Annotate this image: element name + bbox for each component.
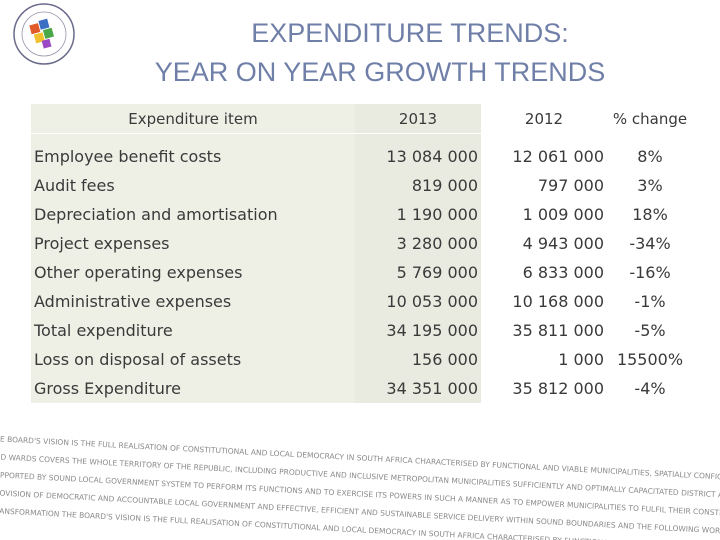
cell-2012: 797 000 — [537, 176, 604, 195]
header-percent-change: % change — [612, 109, 688, 128]
cell-change: -5% — [634, 321, 666, 340]
cell-2013: 10 053 000 — [355, 287, 481, 316]
table-row: Administrative expenses 10 053 000 10 16… — [31, 287, 693, 316]
cell-change: -4% — [634, 379, 666, 398]
cell-item: Project expenses — [31, 229, 355, 258]
cell-change: -34% — [629, 234, 671, 253]
expenditure-table: Expenditure item 2013 2012 % change Empl… — [31, 104, 693, 403]
cell-change: -16% — [629, 263, 671, 282]
title-line-2: YEAR ON YEAR GROWTH TRENDS — [154, 57, 606, 87]
cell-2013: 819 000 — [355, 171, 481, 200]
header-2013: 2013 — [355, 104, 481, 134]
cell-2012: 4 943 000 — [522, 234, 604, 253]
cell-2012: 1 000 — [558, 350, 604, 369]
cell-2013: 13 084 000 — [355, 142, 481, 171]
cell-2013: 1 190 000 — [355, 200, 481, 229]
table-row: Other operating expenses 5 769 000 6 833… — [31, 258, 693, 287]
cell-2013: 34 351 000 — [355, 374, 481, 403]
cell-item: Other operating expenses — [31, 258, 355, 287]
cell-2013: 34 195 000 — [355, 316, 481, 345]
cell-change: 3% — [637, 176, 663, 195]
table-row: Project expenses 3 280 000 4 943 000 -34… — [31, 229, 693, 258]
header-expenditure-item: Expenditure item — [31, 104, 355, 134]
table-row: Audit fees 819 000 797 000 3% — [31, 171, 693, 200]
cell-2012: 12 061 000 — [512, 147, 604, 166]
header-2012: 2012 — [524, 109, 564, 128]
cell-item: Administrative expenses — [31, 287, 355, 316]
cell-item: Employee benefit costs — [31, 142, 355, 171]
table-header-row: Expenditure item 2013 2012 % change — [31, 104, 693, 134]
demarcation-board-logo — [13, 3, 75, 65]
cell-change: 18% — [632, 205, 668, 224]
table-row: Employee benefit costs 13 084 000 12 061… — [31, 142, 693, 171]
cell-item: Total expenditure — [31, 316, 355, 345]
cell-item: Audit fees — [31, 171, 355, 200]
cell-2013: 3 280 000 — [355, 229, 481, 258]
cell-item: Gross Expenditure — [31, 374, 355, 403]
table-row: Loss on disposal of assets 156 000 1 000… — [31, 345, 693, 374]
cell-change: 8% — [637, 147, 663, 166]
table-row: Total expenditure 34 195 000 35 811 000 … — [31, 316, 693, 345]
cell-2012: 10 168 000 — [512, 292, 604, 311]
table-row: Gross Expenditure 34 351 000 35 812 000 … — [31, 374, 693, 403]
vision-statement-banner: THE BOARD'S VISION IS THE FULL REALISATI… — [0, 428, 720, 540]
title-line-1: EXPENDITURE TRENDS: — [251, 18, 569, 48]
cell-item: Depreciation and amortisation — [31, 200, 355, 229]
cell-2013: 5 769 000 — [355, 258, 481, 287]
cell-2012: 6 833 000 — [522, 263, 604, 282]
cell-2012: 35 811 000 — [512, 321, 604, 340]
cell-change: -1% — [634, 292, 666, 311]
cell-2013: 156 000 — [355, 345, 481, 374]
table-row: Depreciation and amortisation 1 190 000 … — [31, 200, 693, 229]
cell-item: Loss on disposal of assets — [31, 345, 355, 374]
cell-change: 15500% — [616, 350, 684, 369]
cell-2012: 1 009 000 — [522, 205, 604, 224]
cell-2012: 35 812 000 — [512, 379, 604, 398]
